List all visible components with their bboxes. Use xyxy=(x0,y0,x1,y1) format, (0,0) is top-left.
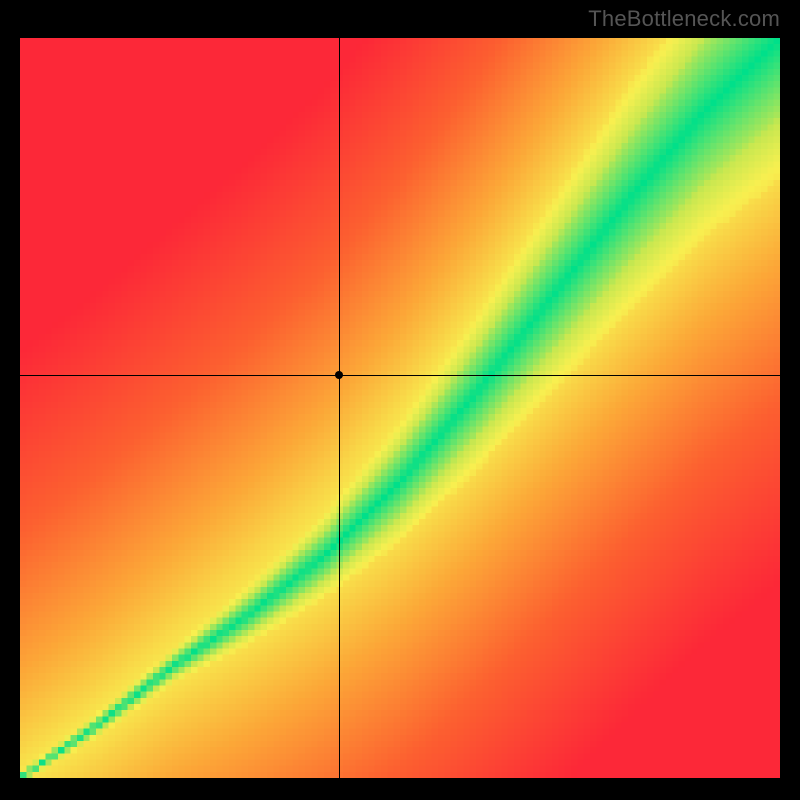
crosshair-dot xyxy=(335,371,343,379)
plot-area xyxy=(20,38,780,778)
crosshair-horizontal xyxy=(20,375,780,376)
chart-container: TheBottleneck.com xyxy=(0,0,800,800)
watermark-text: TheBottleneck.com xyxy=(588,6,780,32)
bottleneck-heatmap xyxy=(20,38,780,778)
crosshair-vertical xyxy=(339,38,340,778)
